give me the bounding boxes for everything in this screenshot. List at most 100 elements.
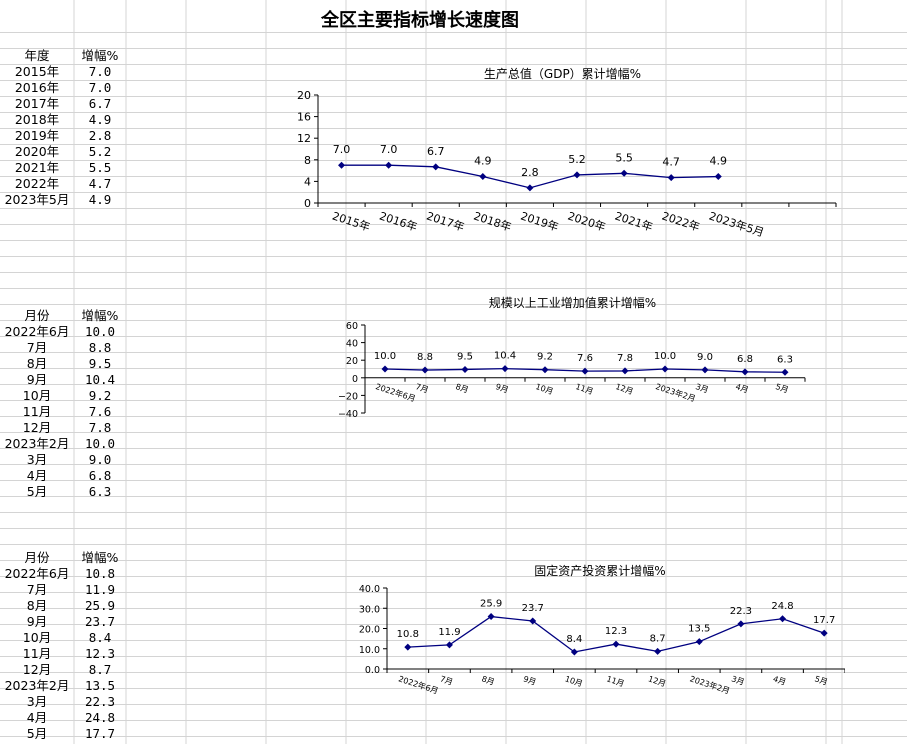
x-tick-label: 9月 bbox=[522, 674, 537, 687]
period-cell: 5月 bbox=[26, 484, 48, 499]
data-label: 6.3 bbox=[777, 354, 793, 365]
chart-title: 规模以上工业增加值累计增幅% bbox=[488, 296, 657, 310]
y-tick-label: 20.0 bbox=[359, 625, 380, 636]
y-tick-label: −20 bbox=[338, 391, 358, 402]
x-tick-label: 10月 bbox=[534, 382, 554, 396]
period-cell: 2017年 bbox=[14, 96, 60, 111]
period-cell: 2015年 bbox=[14, 64, 60, 79]
data-point bbox=[421, 366, 429, 374]
column-header-period: 月份 bbox=[24, 550, 50, 565]
period-cell: 10月 bbox=[22, 630, 52, 645]
x-tick-label: 2017年 bbox=[425, 209, 466, 234]
data-label: 10.0 bbox=[374, 351, 396, 362]
column-header-growth: 增幅% bbox=[81, 308, 119, 323]
period-cell: 4月 bbox=[26, 468, 48, 483]
period-cell: 2018年 bbox=[14, 112, 60, 127]
period-cell: 2023年2月 bbox=[4, 678, 70, 693]
data-point bbox=[501, 365, 509, 373]
data-point bbox=[620, 169, 628, 177]
table-row: 8月 9.5 bbox=[0, 356, 140, 372]
y-tick-label: 40.0 bbox=[359, 584, 380, 595]
table-header: 月份 增幅% bbox=[0, 550, 140, 566]
growth-cell: 13.5 bbox=[84, 678, 116, 693]
growth-cell: 6.7 bbox=[88, 96, 112, 111]
data-point bbox=[385, 161, 393, 169]
growth-cell: 7.6 bbox=[88, 404, 112, 419]
growth-cell: 7.0 bbox=[88, 80, 112, 95]
table-row: 2020年 5.2 bbox=[0, 144, 140, 160]
data-point bbox=[445, 641, 453, 649]
data-label: 6.8 bbox=[737, 354, 753, 365]
chart-gdp: 生产总值（GDP）累计增幅% 0 4 8 12 16 20 2015年 2016年 2017年 2… bbox=[285, 62, 840, 244]
x-tick-label: 2018年 bbox=[472, 209, 513, 234]
data-point bbox=[541, 366, 549, 374]
table-industry: 月份 增幅% 2022年6月 10.0 7月 8.8 8月 9.5 9月 10.4 10月 9.2 11… bbox=[0, 308, 140, 500]
y-tick-label: 12 bbox=[297, 132, 311, 145]
data-label: 9.2 bbox=[537, 352, 553, 363]
growth-cell: 10.4 bbox=[84, 372, 116, 387]
x-tick-label: 2022年6月 bbox=[374, 381, 417, 403]
data-point bbox=[737, 620, 745, 628]
data-label: 5.5 bbox=[615, 151, 633, 164]
y-tick-label: 8 bbox=[304, 154, 311, 167]
data-label: 5.2 bbox=[568, 153, 586, 166]
data-point bbox=[526, 184, 534, 192]
growth-cell: 10.0 bbox=[84, 436, 116, 451]
data-label: 9.5 bbox=[457, 351, 473, 362]
table-row: 2016年 7.0 bbox=[0, 80, 140, 96]
table-investment: 月份 增幅% 2022年6月 10.8 7月 11.9 8月 25.9 9月 23.7 10月 8.4… bbox=[0, 550, 140, 742]
growth-cell: 24.8 bbox=[84, 710, 116, 725]
period-cell: 2019年 bbox=[14, 128, 60, 143]
table-row: 8月 25.9 bbox=[0, 598, 140, 614]
period-cell: 8月 bbox=[26, 356, 48, 371]
table-row: 2015年 7.0 bbox=[0, 64, 140, 80]
data-label: 4.9 bbox=[474, 155, 492, 168]
data-label: 8.7 bbox=[650, 633, 666, 644]
y-tick-label: 30.0 bbox=[359, 604, 380, 615]
table-row: 11月 12.3 bbox=[0, 646, 140, 662]
period-cell: 2023年2月 bbox=[4, 436, 70, 451]
data-point bbox=[487, 613, 495, 621]
table-row: 3月 22.3 bbox=[0, 694, 140, 710]
table-row: 12月 8.7 bbox=[0, 662, 140, 678]
table-row: 2022年6月 10.0 bbox=[0, 324, 140, 340]
data-label: 6.7 bbox=[427, 145, 445, 158]
data-point bbox=[621, 367, 629, 375]
table-row: 2021年 5.5 bbox=[0, 160, 140, 176]
x-tick-label: 4月 bbox=[734, 382, 749, 395]
y-tick-label: 20 bbox=[346, 356, 358, 367]
period-cell: 3月 bbox=[26, 694, 48, 709]
period-cell: 7月 bbox=[26, 340, 48, 355]
data-point bbox=[529, 617, 537, 625]
data-label: 23.7 bbox=[522, 603, 544, 614]
data-label: 7.0 bbox=[380, 143, 398, 156]
y-tick-label: 40 bbox=[346, 339, 358, 350]
x-tick-label: 2015年 bbox=[331, 209, 372, 234]
growth-cell: 11.9 bbox=[84, 582, 116, 597]
growth-cell: 7.0 bbox=[88, 64, 112, 79]
chart-title: 生产总值（GDP）累计增幅% bbox=[483, 67, 642, 81]
x-tick-label: 2022年 bbox=[660, 209, 701, 234]
growth-cell: 23.7 bbox=[84, 614, 116, 629]
data-point bbox=[701, 366, 709, 374]
data-label: 4.7 bbox=[662, 156, 680, 169]
column-header-period: 月份 bbox=[24, 308, 50, 323]
data-point bbox=[461, 365, 469, 373]
y-tick-label: 10.0 bbox=[359, 645, 380, 656]
table-row: 2018年 4.9 bbox=[0, 112, 140, 128]
y-tick-label: 0 bbox=[304, 197, 311, 210]
growth-cell: 12.3 bbox=[84, 646, 116, 661]
data-label: 17.7 bbox=[813, 615, 835, 626]
data-label: 10.8 bbox=[397, 629, 419, 640]
growth-cell: 4.9 bbox=[88, 112, 112, 127]
table-row: 7月 11.9 bbox=[0, 582, 140, 598]
x-tick-label: 3月 bbox=[730, 674, 745, 687]
data-label: 24.8 bbox=[771, 601, 793, 612]
period-cell: 12月 bbox=[22, 662, 52, 677]
data-point bbox=[741, 368, 749, 376]
data-point bbox=[570, 648, 578, 656]
table-row: 12月 7.8 bbox=[0, 420, 140, 436]
data-label: 12.3 bbox=[605, 626, 627, 637]
data-point bbox=[667, 174, 675, 182]
